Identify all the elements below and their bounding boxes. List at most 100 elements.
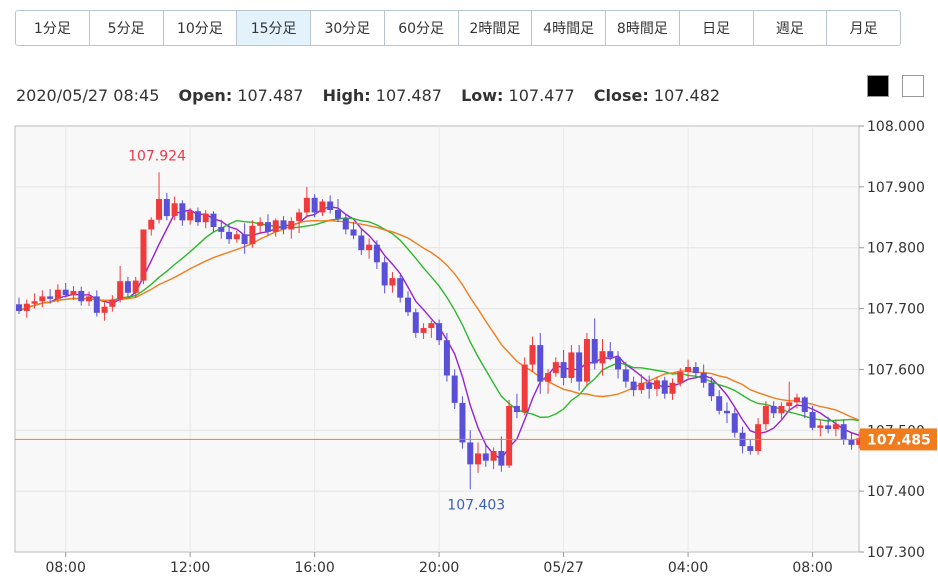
x-tick-label: 04:00 (668, 560, 708, 576)
candle-body (467, 442, 474, 465)
y-tick-label: 107.700 (867, 302, 925, 318)
tab-5[interactable]: 60分足 (384, 11, 459, 45)
candle-body (93, 296, 100, 313)
candle-body (140, 229, 147, 281)
candle-body (716, 396, 723, 411)
candle-body (529, 345, 536, 365)
candle-body (708, 382, 715, 397)
candle-body (296, 212, 303, 221)
x-tick-label: 05/27 (543, 560, 583, 576)
candle-body (272, 220, 279, 232)
high-label: High: (322, 86, 371, 105)
candle-body (389, 278, 396, 286)
candle-body (521, 364, 528, 413)
candle-body (132, 280, 139, 293)
candle-body (179, 203, 186, 221)
candle-body (856, 438, 863, 445)
candle-body (817, 425, 824, 428)
candle-body (490, 450, 497, 461)
candle-body (537, 345, 544, 382)
candle-body (86, 296, 93, 302)
candle-body (436, 323, 443, 341)
tab-0[interactable]: 1分足 (16, 11, 90, 45)
candle-body (350, 229, 357, 236)
candle-body (646, 382, 653, 389)
candle-body (731, 413, 738, 433)
low-value: 107.477 (508, 86, 575, 105)
tab-3[interactable]: 15分足 (237, 11, 311, 45)
candle-body (109, 299, 116, 307)
candle-body (506, 405, 513, 466)
tab-9[interactable]: 日足 (679, 11, 754, 45)
current-price-label: 107.485 (867, 432, 931, 448)
candle-body (334, 209, 341, 219)
tab-11[interactable]: 月足 (827, 11, 900, 45)
candle-body (661, 380, 668, 394)
candle-body (747, 446, 754, 451)
candle-body (280, 220, 287, 230)
dark-theme-button[interactable] (867, 75, 889, 97)
candle-body (669, 382, 676, 394)
y-tick-label: 107.400 (867, 484, 925, 500)
tab-7[interactable]: 4時間足 (532, 11, 606, 45)
candle-body (381, 262, 388, 286)
candle-body (218, 227, 225, 232)
candle-body (342, 218, 349, 230)
candle-body (685, 366, 692, 372)
candle-body (723, 410, 730, 414)
y-tick-label: 107.900 (867, 180, 925, 196)
tab-6[interactable]: 2時間足 (458, 11, 533, 45)
tab-10[interactable]: 週足 (753, 11, 828, 45)
candle-body (778, 405, 785, 414)
candle-body (226, 231, 233, 240)
candle-body (762, 405, 769, 425)
candle-body (700, 373, 707, 383)
candle-body (47, 296, 54, 299)
tab-4[interactable]: 30分足 (311, 11, 385, 45)
candle-body (794, 397, 800, 403)
candle-body (23, 303, 30, 312)
tab-2[interactable]: 10分足 (163, 11, 238, 45)
candle-body (607, 351, 614, 358)
candle-body (786, 402, 793, 406)
high-value: 107.487 (375, 86, 442, 105)
y-tick-label: 107.300 (867, 545, 925, 561)
x-tick-label: 20:00 (419, 560, 459, 576)
candle-body (156, 199, 163, 220)
y-tick-label: 108.000 (867, 119, 925, 135)
candle-body (124, 281, 131, 293)
low-label: Low: (461, 86, 504, 105)
candle-body (373, 244, 380, 263)
candle-body (210, 213, 217, 228)
candle-body (241, 234, 248, 245)
candle-body (16, 304, 22, 312)
light-theme-button[interactable] (902, 75, 924, 97)
tab-1[interactable]: 5分足 (89, 11, 164, 45)
y-tick-label: 107.600 (867, 362, 925, 378)
candle-body (249, 225, 256, 245)
candle-body (202, 213, 209, 223)
candle-body (459, 402, 466, 443)
candle-body (770, 405, 777, 414)
candle-body (840, 424, 847, 441)
candle-body (809, 412, 816, 428)
candle-body (194, 211, 201, 223)
candle-body (358, 235, 365, 251)
y-tick-label: 107.800 (867, 241, 925, 257)
candle-body (288, 220, 295, 230)
candle-body (615, 357, 622, 370)
candle-body (591, 339, 598, 364)
tab-8[interactable]: 8時間足 (606, 11, 680, 45)
x-tick-label: 12:00 (170, 560, 210, 576)
candle-body (482, 453, 489, 461)
candle-body (552, 362, 559, 374)
ma-mid-line (18, 217, 860, 422)
candle-body (576, 352, 583, 382)
open-label: Open: (178, 86, 233, 105)
candle-body (832, 424, 839, 430)
x-tick-label: 08:00 (46, 560, 86, 576)
candle-body (78, 290, 85, 302)
low-annotation: 107.403 (447, 497, 505, 513)
candle-body (630, 381, 637, 391)
open-value: 107.487 (237, 86, 304, 105)
